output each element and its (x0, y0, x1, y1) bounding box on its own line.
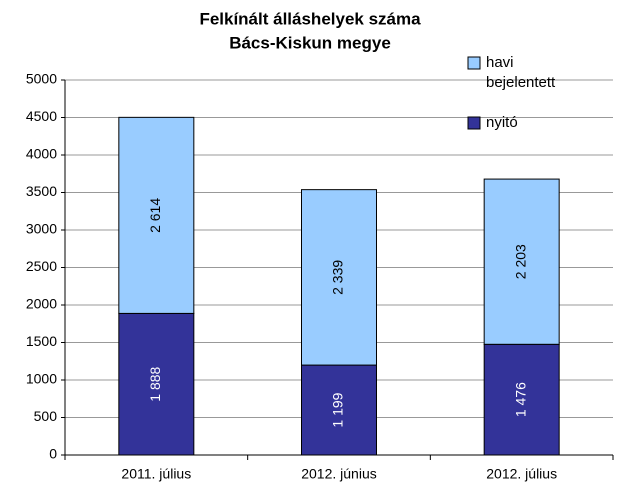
bar-segment (301, 364, 377, 456)
chart-subtitle: Bács-Kiskun megye (229, 33, 391, 52)
y-tick-label: 4500 (26, 108, 57, 124)
chart-title: Felkínált álláshelyek száma (199, 9, 421, 28)
x-tick-label: 2011. július (121, 466, 191, 482)
legend-label: havi bejelentett (486, 54, 556, 91)
value-label: 2 339 (330, 260, 346, 295)
y-tick-label: 1500 (26, 333, 57, 349)
value-label: 2 614 (147, 198, 163, 233)
x-tick-label: 2012. július (486, 466, 557, 482)
value-label: 2 203 (512, 244, 528, 279)
x-tick-label: 2012. június (301, 466, 377, 482)
y-tick-label: 5000 (26, 71, 57, 87)
y-tick-label: 4000 (26, 146, 57, 162)
bar-segment (118, 312, 195, 456)
bar-segment (301, 189, 377, 366)
y-tick-label: 3500 (26, 183, 57, 199)
bar-segment (483, 343, 560, 456)
value-label: 1 476 (512, 382, 528, 417)
y-tick-label: 1000 (26, 371, 57, 387)
legend-swatch (467, 56, 481, 70)
bar-segment (483, 178, 560, 345)
bar-segment (118, 116, 195, 314)
legend-label: nyitó (486, 114, 518, 131)
y-tick-label: 2500 (26, 258, 57, 274)
value-label: 1 888 (147, 366, 163, 401)
y-tick-label: 2000 (26, 296, 57, 312)
y-tick-label: 0 (49, 446, 57, 462)
legend-swatch (467, 116, 481, 130)
y-tick-label: 500 (34, 408, 58, 424)
value-label: 1 199 (330, 392, 346, 427)
y-tick-label: 3000 (26, 221, 57, 237)
